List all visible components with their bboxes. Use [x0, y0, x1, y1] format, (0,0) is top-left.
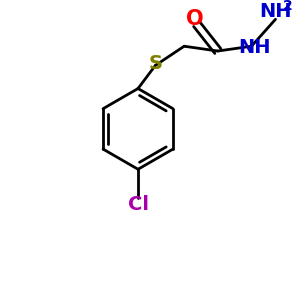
Text: Cl: Cl: [128, 195, 148, 214]
Text: NH: NH: [259, 2, 292, 21]
Text: S: S: [148, 54, 162, 73]
Text: O: O: [186, 9, 204, 29]
Text: NH: NH: [238, 38, 271, 57]
Text: 2: 2: [283, 0, 293, 13]
